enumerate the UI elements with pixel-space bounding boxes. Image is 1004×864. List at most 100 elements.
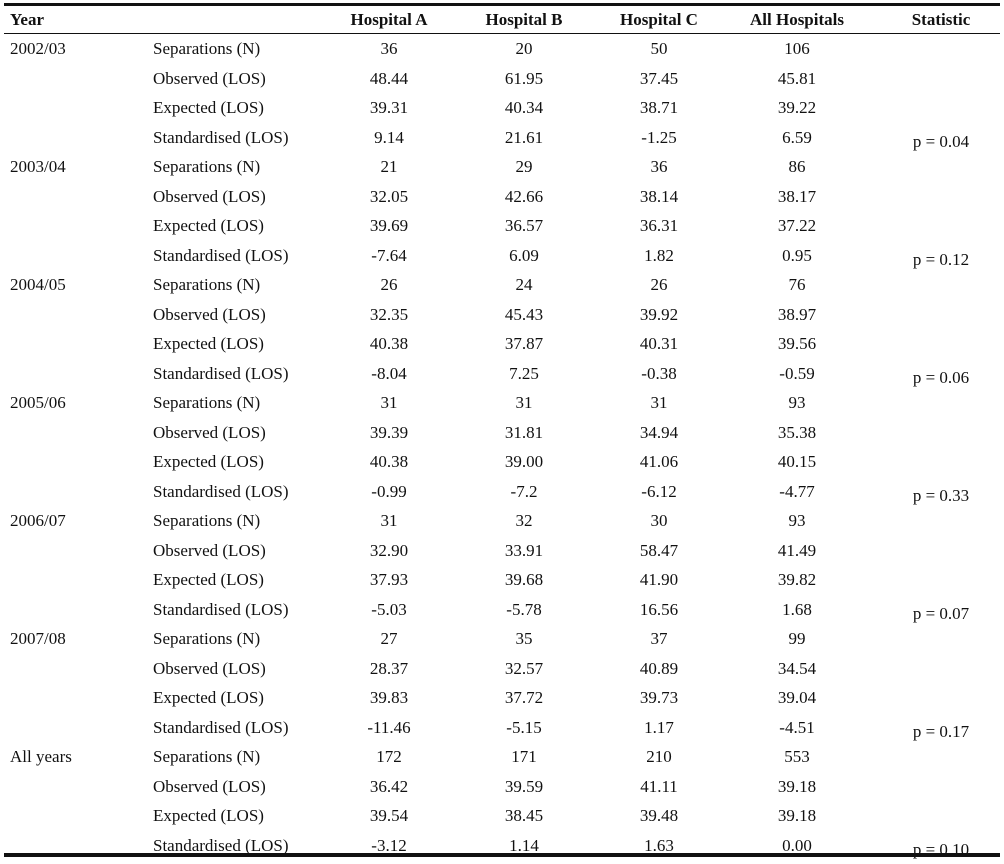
all-hospitals-value: 41.49 <box>737 536 857 566</box>
hospital-c-value: 36.31 <box>599 211 719 241</box>
hospital-b-value: 24 <box>464 270 584 300</box>
all-hospitals-value: 39.82 <box>737 565 857 595</box>
hospital-c-value: 39.48 <box>599 801 719 831</box>
hospital-a-value: 39.54 <box>329 801 449 831</box>
hospital-c-value: 41.11 <box>599 772 719 802</box>
year-label: All years <box>10 742 72 772</box>
hospital-a-value: 32.35 <box>329 300 449 330</box>
hospital-b-value: 31.81 <box>464 418 584 448</box>
hospital-a-value: 48.44 <box>329 64 449 94</box>
hospital-b-value: 40.34 <box>464 93 584 123</box>
all-hospitals-value: 93 <box>737 388 857 418</box>
hospital-b-value: 36.57 <box>464 211 584 241</box>
hospital-a-value: 31 <box>329 506 449 536</box>
measure-label: Expected (LOS) <box>153 447 264 477</box>
hospital-a-value: 28.37 <box>329 654 449 684</box>
all-hospitals-value: 86 <box>737 152 857 182</box>
hospital-c-value: 38.71 <box>599 93 719 123</box>
los-table: Year Hospital A Hospital B Hospital C Al… <box>4 0 1000 859</box>
hospital-c-value: 210 <box>599 742 719 772</box>
hospital-c-value: 16.56 <box>599 595 719 625</box>
all-hospitals-value: 40.15 <box>737 447 857 477</box>
header-statistic: Statistic <box>896 9 986 31</box>
measure-label: Observed (LOS) <box>153 418 266 448</box>
hospital-a-value: 39.31 <box>329 93 449 123</box>
all-hospitals-value: 38.97 <box>737 300 857 330</box>
measure-label: Observed (LOS) <box>153 654 266 684</box>
hospital-c-value: 40.89 <box>599 654 719 684</box>
year-label: 2002/03 <box>10 34 66 64</box>
hospital-c-value: 41.06 <box>599 447 719 477</box>
hospital-c-value: 1.82 <box>599 241 719 271</box>
all-hospitals-value: 39.56 <box>737 329 857 359</box>
all-hospitals-value: 6.59 <box>737 123 857 153</box>
measure-label: Separations (N) <box>153 270 260 300</box>
year-label: 2007/08 <box>10 624 66 654</box>
hospital-b-value: 32 <box>464 506 584 536</box>
hospital-b-value: 171 <box>464 742 584 772</box>
all-hospitals-value: 34.54 <box>737 654 857 684</box>
statistic-value: p = 0.10 <box>896 835 986 864</box>
hospital-b-value: 38.45 <box>464 801 584 831</box>
hospital-a-value: -5.03 <box>329 595 449 625</box>
header-hospital-a: Hospital A <box>329 9 449 31</box>
hospital-a-value: 32.90 <box>329 536 449 566</box>
all-hospitals-value: -0.59 <box>737 359 857 389</box>
all-hospitals-value: -4.51 <box>737 713 857 743</box>
hospital-b-value: 39.68 <box>464 565 584 595</box>
table-row: Observed (LOS) 39.39 31.81 34.94 35.38 <box>4 418 1000 448</box>
hospital-b-value: 35 <box>464 624 584 654</box>
all-hospitals-value: 39.22 <box>737 93 857 123</box>
all-hospitals-value: 37.22 <box>737 211 857 241</box>
hospital-a-value: 31 <box>329 388 449 418</box>
all-hospitals-value: -4.77 <box>737 477 857 507</box>
all-hospitals-value: 106 <box>737 34 857 64</box>
hospital-a-value: 32.05 <box>329 182 449 212</box>
header-hospital-b: Hospital B <box>464 9 584 31</box>
hospital-c-value: 34.94 <box>599 418 719 448</box>
measure-label: Separations (N) <box>153 624 260 654</box>
hospital-b-value: -5.15 <box>464 713 584 743</box>
hospital-a-value: 39.39 <box>329 418 449 448</box>
hospital-b-value: -7.2 <box>464 477 584 507</box>
measure-label: Standardised (LOS) <box>153 123 289 153</box>
all-hospitals-value: 39.18 <box>737 772 857 802</box>
hospital-b-value: 29 <box>464 152 584 182</box>
measure-label: Separations (N) <box>153 34 260 64</box>
hospital-a-value: 39.83 <box>329 683 449 713</box>
hospital-b-value: 20 <box>464 34 584 64</box>
hospital-c-value: 38.14 <box>599 182 719 212</box>
hospital-b-value: 21.61 <box>464 123 584 153</box>
measure-label: Separations (N) <box>153 388 260 418</box>
hospital-b-value: 42.66 <box>464 182 584 212</box>
measure-label: Observed (LOS) <box>153 64 266 94</box>
hospital-a-value: -8.04 <box>329 359 449 389</box>
measure-label: Standardised (LOS) <box>153 359 289 389</box>
measure-label: Separations (N) <box>153 152 260 182</box>
hospital-b-value: 39.59 <box>464 772 584 802</box>
hospital-b-value: 39.00 <box>464 447 584 477</box>
all-hospitals-value: 39.04 <box>737 683 857 713</box>
hospital-b-value: 33.91 <box>464 536 584 566</box>
hospital-c-value: 41.90 <box>599 565 719 595</box>
hospital-c-value: 50 <box>599 34 719 64</box>
hospital-b-value: 31 <box>464 388 584 418</box>
hospital-c-value: 37 <box>599 624 719 654</box>
hospital-c-value: -0.38 <box>599 359 719 389</box>
year-label: 2006/07 <box>10 506 66 536</box>
measure-label: Expected (LOS) <box>153 93 264 123</box>
hospital-a-value: 36 <box>329 34 449 64</box>
all-hospitals-value: 35.38 <box>737 418 857 448</box>
